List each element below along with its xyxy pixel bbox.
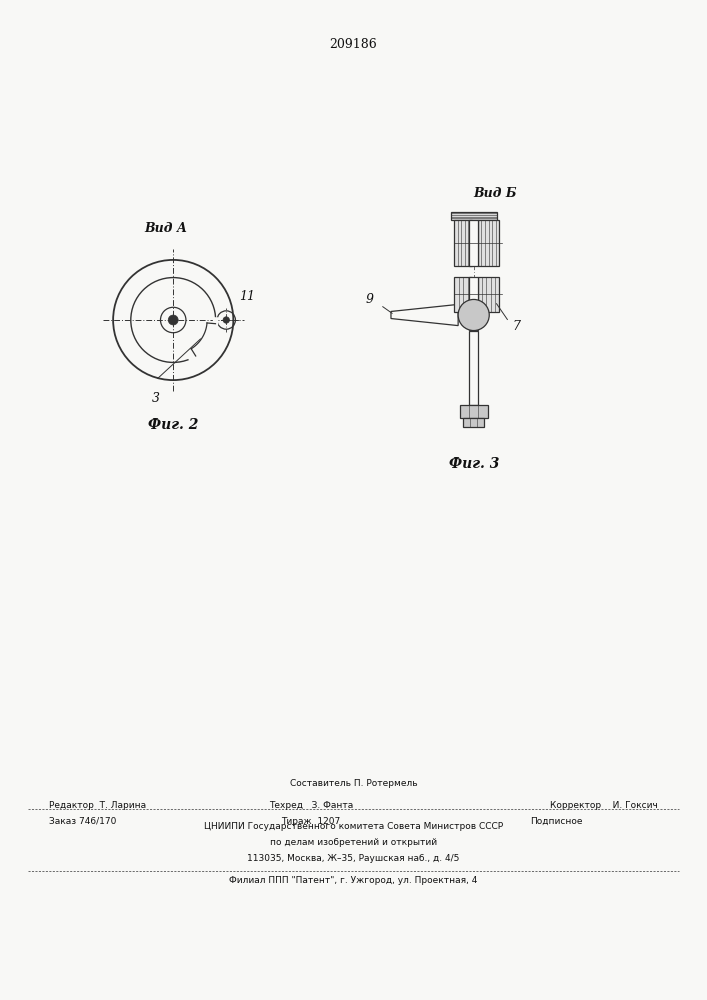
Bar [478, 277, 499, 312]
Ellipse shape [168, 315, 178, 325]
Text: Фиг. 3: Фиг. 3 [448, 457, 499, 471]
Bar [455, 220, 472, 266]
Text: Филиал ППП "Патент", г. Ужгород, ул. Проектная, 4: Филиал ППП "Патент", г. Ужгород, ул. Про… [229, 876, 478, 885]
Bar [469, 277, 478, 312]
Text: 209186: 209186 [329, 38, 378, 51]
Bar [463, 418, 484, 427]
Text: Вид Б: Вид Б [473, 187, 517, 200]
Bar [469, 331, 478, 405]
Text: Составитель П. Ротермель: Составитель П. Ротермель [290, 779, 417, 788]
Text: Заказ 746/170: Заказ 746/170 [49, 817, 117, 826]
Polygon shape [391, 304, 458, 326]
Ellipse shape [458, 299, 489, 331]
Bar [469, 312, 478, 330]
Text: 9: 9 [366, 293, 373, 306]
Text: Техред   З. Фанта: Техред З. Фанта [269, 801, 354, 810]
Text: Тираж  1207: Тираж 1207 [281, 817, 341, 826]
Text: 113035, Москва, Ж–35, Раушская наб., д. 4/5: 113035, Москва, Ж–35, Раушская наб., д. … [247, 854, 460, 863]
Bar [469, 220, 478, 266]
Text: Вид А: Вид А [145, 222, 187, 235]
Bar [451, 212, 497, 220]
Text: 11: 11 [239, 290, 255, 303]
Text: Редактор  Т. Ларина: Редактор Т. Ларина [49, 801, 146, 810]
Text: 3: 3 [151, 392, 160, 405]
Text: Фиг. 2: Фиг. 2 [148, 418, 199, 432]
Text: Корректор    И. Гоксич: Корректор И. Гоксич [550, 801, 658, 810]
Ellipse shape [223, 317, 230, 323]
Text: Подписное: Подписное [530, 817, 583, 826]
Text: 7: 7 [513, 320, 520, 333]
Text: ЦНИИПИ Государственного комитета Совета Министров СССР: ЦНИИПИ Государственного комитета Совета … [204, 822, 503, 831]
Bar [478, 220, 499, 266]
Text: по делам изобретений и открытий: по делам изобретений и открытий [270, 838, 437, 847]
Bar [455, 277, 472, 312]
Bar [460, 405, 488, 418]
